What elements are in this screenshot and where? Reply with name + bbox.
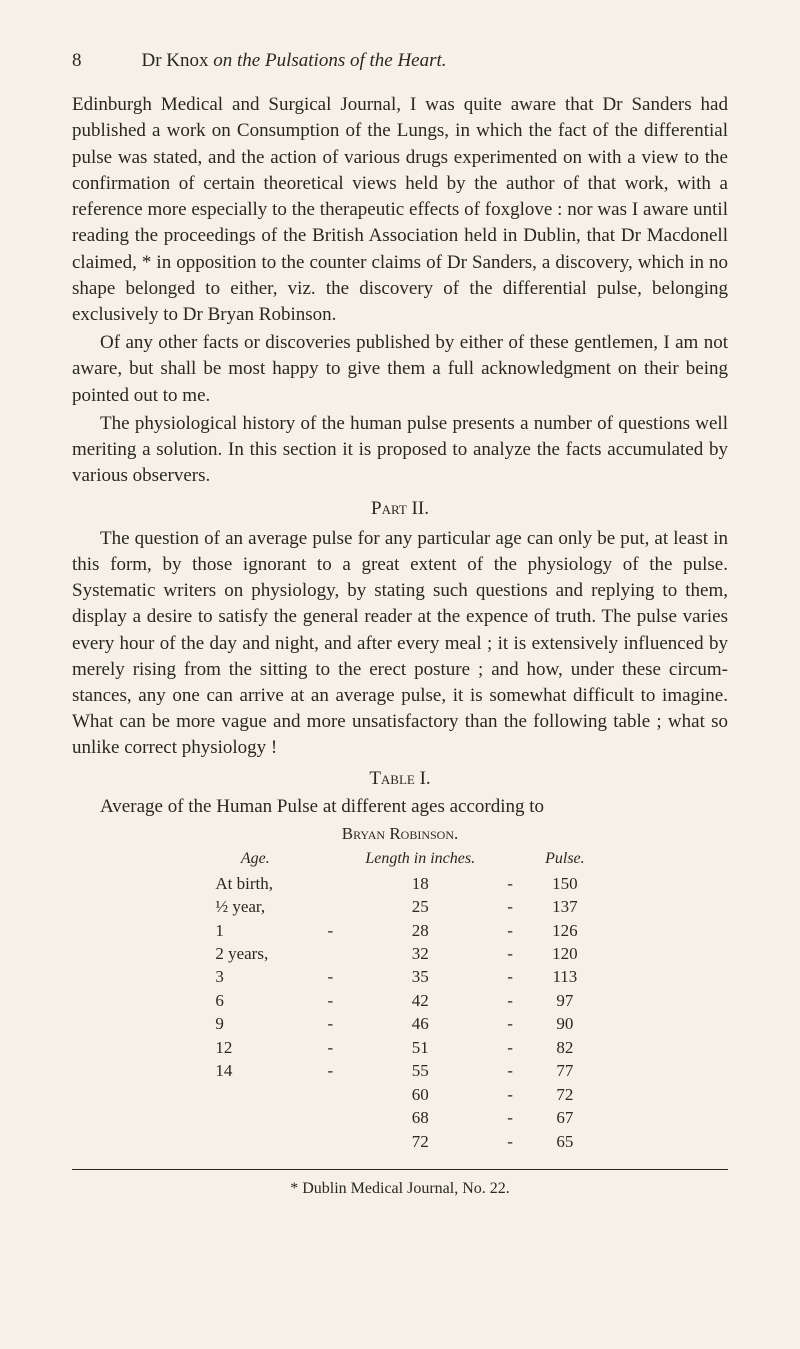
paragraph-3: The physiological history of the human p…: [72, 411, 728, 490]
part-label: Part II.: [72, 496, 728, 522]
col-length: Length in inches.: [351, 848, 489, 872]
table-row: 14-55-77: [201, 1059, 598, 1082]
paragraph-4: The question of an average pulse for any…: [72, 526, 728, 762]
running-head: Dr Knox on the Pulsations of the Heart.: [142, 48, 447, 74]
table-row: 68-67: [201, 1106, 598, 1129]
col-age: Age.: [201, 848, 309, 872]
col-pulse: Pulse.: [531, 848, 599, 872]
table-row: ½ year,25-137: [201, 895, 598, 918]
footnote: * Dublin Medical Journal, No. 22.: [72, 1178, 728, 1200]
page-number: 8: [72, 48, 82, 74]
table-subhead: Bryan Robinson.: [72, 822, 728, 845]
pulse-table-wrap: Age. Length in inches. Pulse. At birth,1…: [72, 848, 728, 1154]
table-row: 2 years,32-120: [201, 942, 598, 965]
running-head-prefix: Dr Knox: [142, 50, 214, 71]
table-title: Table I.: [72, 766, 728, 792]
table-row: 6-42-97: [201, 989, 598, 1012]
table-header-row: Age. Length in inches. Pulse.: [201, 848, 598, 872]
pulse-table: Age. Length in inches. Pulse. At birth,1…: [201, 848, 598, 1154]
table-row: 1-28-126: [201, 919, 598, 942]
table-row: 12-51-82: [201, 1036, 598, 1059]
paragraph-2: Of any other facts or discoveries publis…: [72, 330, 728, 409]
running-head-title: on the Pulsations of the Heart.: [213, 50, 446, 71]
table-row: 9-46-90: [201, 1012, 598, 1035]
table-caption: Average of the Human Pulse at different …: [72, 794, 728, 820]
footnote-rule: [72, 1169, 728, 1170]
table-row: 72-65: [201, 1130, 598, 1153]
table-row: At birth,18-150: [201, 872, 598, 895]
table-row: 3-35-113: [201, 965, 598, 988]
paragraph-1: Edinburgh Medical and Surgical Journal, …: [72, 92, 728, 328]
pulse-table-body: At birth,18-150 ½ year,25-137 1-28-126 2…: [201, 872, 598, 1153]
table-row: 60-72: [201, 1083, 598, 1106]
running-header: 8 Dr Knox on the Pulsations of the Heart…: [72, 48, 728, 74]
